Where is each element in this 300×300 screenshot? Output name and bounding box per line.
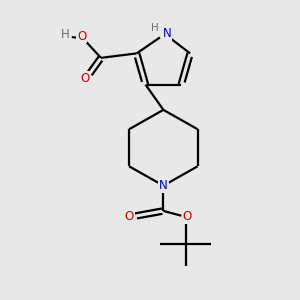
- Text: N: N: [163, 27, 172, 40]
- Text: O: O: [80, 72, 89, 85]
- Text: H: H: [61, 28, 70, 41]
- Text: O: O: [124, 210, 134, 224]
- Text: O: O: [77, 30, 86, 43]
- Text: N: N: [159, 179, 168, 192]
- Text: O: O: [182, 210, 192, 224]
- Text: H: H: [152, 22, 159, 32]
